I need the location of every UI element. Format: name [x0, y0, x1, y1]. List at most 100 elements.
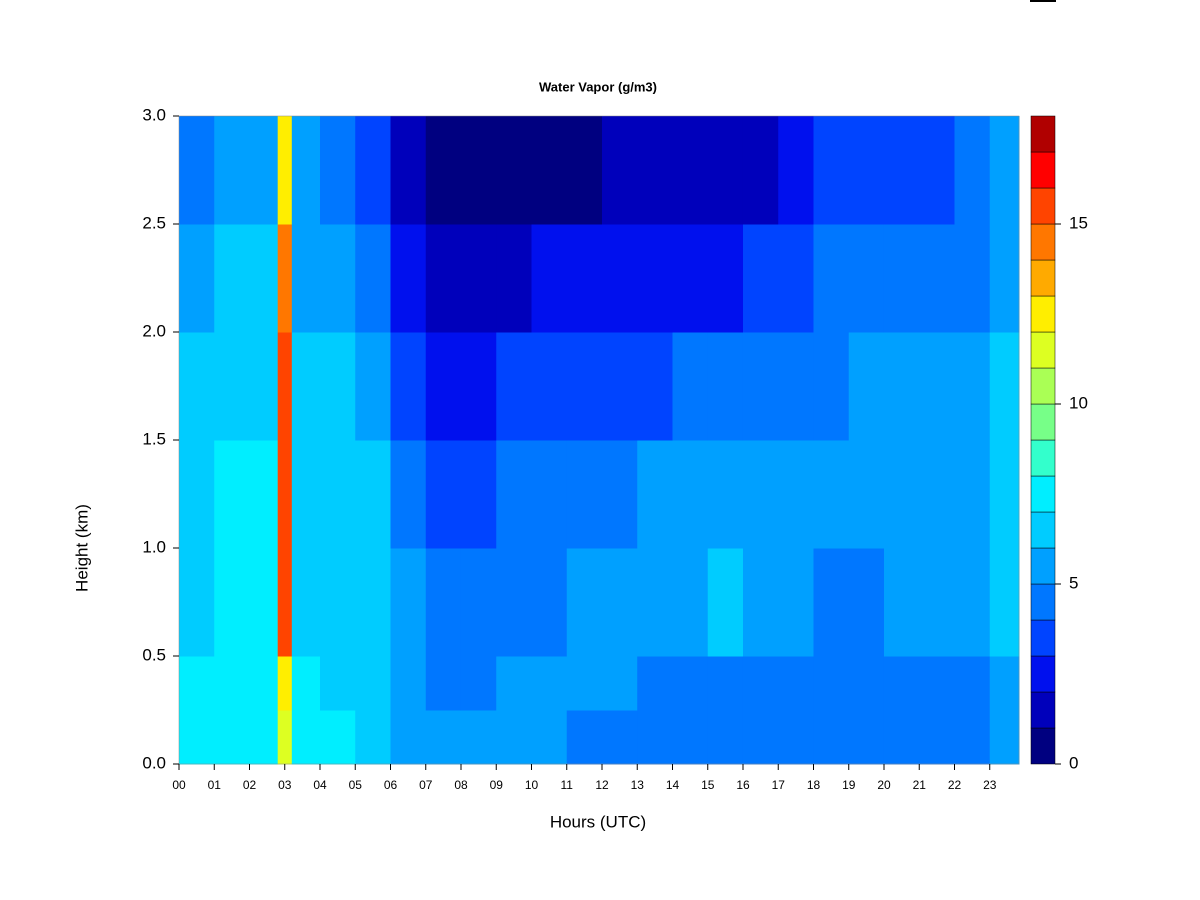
x-tick-label: 11	[561, 778, 574, 792]
contour-cell	[179, 656, 215, 711]
contour-cell	[778, 440, 814, 549]
contour-cell	[601, 710, 638, 765]
x-tick-label: 01	[208, 778, 222, 792]
y-tick-label: 3.0	[142, 105, 166, 124]
contour-cell	[919, 224, 955, 333]
contour-cell	[277, 332, 293, 441]
contour-cell	[390, 656, 427, 711]
contour-cell	[637, 224, 673, 333]
contour-cell	[672, 440, 709, 549]
contour-cell	[707, 710, 744, 765]
contour-cell	[989, 116, 1020, 225]
contour-cell	[954, 224, 991, 333]
contour-cell	[954, 332, 991, 441]
contour-cell	[566, 710, 603, 765]
x-tick-label: 19	[842, 778, 856, 792]
contour-cell	[989, 224, 1020, 333]
contour-cell	[249, 440, 279, 549]
contour-cell	[601, 332, 638, 441]
contour-cell	[919, 116, 955, 225]
y-axis-label: Height (km)	[72, 504, 91, 592]
contour-cell	[390, 224, 427, 333]
contour-cell	[390, 710, 427, 765]
contour-cell	[291, 116, 321, 225]
contour-cell	[742, 440, 779, 549]
x-tick-label: 16	[736, 778, 750, 792]
colorbar-swatch	[1030, 439, 1056, 477]
chart-title: Water Vapor (g/m3)	[539, 79, 657, 94]
contour-cell	[531, 656, 568, 711]
contour-cell	[707, 656, 744, 711]
contour-cell	[390, 116, 427, 225]
contour-cell	[460, 116, 497, 225]
contour-cell	[566, 224, 603, 333]
contour-cell	[601, 224, 638, 333]
contour-cell	[778, 332, 814, 441]
contour-cell	[291, 548, 321, 657]
contour-cell	[496, 440, 532, 549]
contour-cell	[214, 116, 250, 225]
contour-cell	[214, 224, 250, 333]
colorbar-swatch	[1030, 295, 1056, 333]
contour-cell	[919, 548, 955, 657]
contour-cell	[954, 656, 991, 711]
contour-cell	[954, 548, 991, 657]
contour-cell	[989, 332, 1020, 441]
contour-cell	[425, 332, 462, 441]
contour-cell	[813, 440, 850, 549]
contour-cell	[531, 440, 568, 549]
contour-cell	[179, 440, 215, 549]
contour-cell	[989, 440, 1020, 549]
contour-cell	[277, 116, 293, 225]
contour-cell	[179, 548, 215, 657]
contour-cell	[883, 332, 920, 441]
contour-cell	[672, 332, 709, 441]
y-tick-label: 1.0	[142, 537, 166, 556]
contour-cell	[707, 440, 744, 549]
x-tick-label: 05	[349, 778, 363, 792]
contour-cell	[355, 116, 391, 225]
contour-cell	[954, 710, 991, 765]
contour-cell	[425, 116, 462, 225]
x-tick-label: 20	[877, 778, 891, 792]
contour-cell	[460, 332, 497, 441]
contour-cell	[390, 332, 427, 441]
x-tick-label: 04	[313, 778, 327, 792]
contour-cell	[637, 116, 673, 225]
x-tick-label: 21	[913, 778, 927, 792]
colorbar-swatch	[1030, 547, 1056, 585]
x-tick-label: 22	[948, 778, 962, 792]
contour-cell	[566, 656, 603, 711]
contour-cell	[601, 116, 638, 225]
colorbar-swatch	[1030, 727, 1056, 765]
contour-cell	[355, 440, 391, 549]
contour-cell	[390, 440, 427, 549]
contour-cell	[355, 548, 391, 657]
contour-cell	[566, 116, 603, 225]
contour-cell	[531, 332, 568, 441]
x-tick-label: 18	[807, 778, 821, 792]
contour-cell	[637, 548, 673, 657]
x-tick-label: 07	[419, 778, 433, 792]
contour-cell	[214, 656, 250, 711]
colorbar-tick-label: 15	[1069, 213, 1088, 232]
contour-cell	[249, 224, 279, 333]
contour-cell	[919, 710, 955, 765]
contour-cell	[531, 224, 568, 333]
contour-cell	[778, 224, 814, 333]
contour-cell	[319, 224, 356, 333]
contour-cell	[919, 440, 955, 549]
x-tick-label: 12	[595, 778, 609, 792]
contour-cell	[778, 548, 814, 657]
contour-cell	[954, 116, 991, 225]
colorbar-swatch	[1030, 367, 1056, 405]
x-tick-label: 02	[243, 778, 257, 792]
contour-cell	[496, 656, 532, 711]
contour-cell	[742, 332, 779, 441]
contour-cell	[813, 656, 850, 711]
contour-cell	[883, 116, 920, 225]
colorbar-tick-label: 5	[1069, 573, 1078, 592]
contour-cell	[601, 440, 638, 549]
contour-cell	[848, 332, 885, 441]
